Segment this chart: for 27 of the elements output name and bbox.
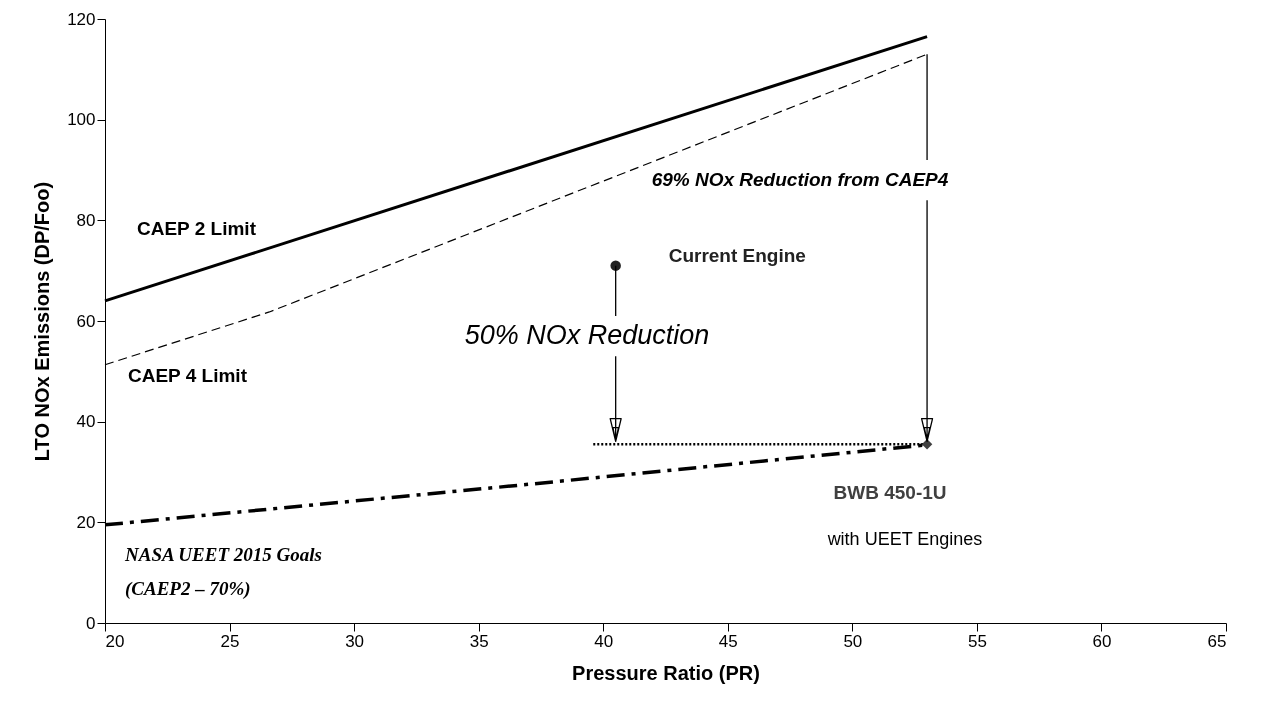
- x-tick-label: 40: [594, 631, 614, 651]
- legend-label: CAEP 2 Limit: [137, 217, 257, 239]
- x-tick-label: 65: [1207, 631, 1227, 651]
- y-axis-title: LTO NOx Emissions (DP/Foo): [31, 181, 54, 462]
- x-tick-label: 35: [469, 631, 489, 651]
- annotation: 50% NOx Reduction: [464, 320, 710, 350]
- y-tick-label: 0: [86, 613, 96, 633]
- y-tick-label: 40: [76, 412, 96, 432]
- x-tick-label: 50: [843, 631, 863, 651]
- series-label: CAEP 4 Limit: [128, 364, 248, 386]
- series-label: NASA UEET 2015 Goals (CAEP2 – 70%): [124, 543, 322, 600]
- y-tick-label: 120: [67, 9, 96, 29]
- annotation: 69% NOx Reduction from CAEP4: [651, 169, 949, 190]
- x-tick-label: 55: [967, 631, 987, 651]
- x-tick-label: 25: [220, 631, 240, 651]
- text: Current Engine: [668, 244, 806, 266]
- x-tick-label: 45: [718, 631, 738, 651]
- x-tick-label: 60: [1092, 631, 1112, 651]
- y-tick-label: 80: [76, 210, 96, 230]
- y-tick-label: 20: [76, 512, 96, 532]
- x-axis-title: Pressure Ratio (PR): [572, 661, 760, 684]
- y-tick-label: 100: [67, 110, 96, 130]
- x-tick-label: 30: [345, 631, 365, 651]
- x-tick-label: 20: [105, 631, 125, 651]
- y-tick-label: 60: [76, 311, 96, 331]
- annotation: with UEET Engines: [826, 529, 983, 549]
- text: BWB 450-1U: [833, 482, 947, 504]
